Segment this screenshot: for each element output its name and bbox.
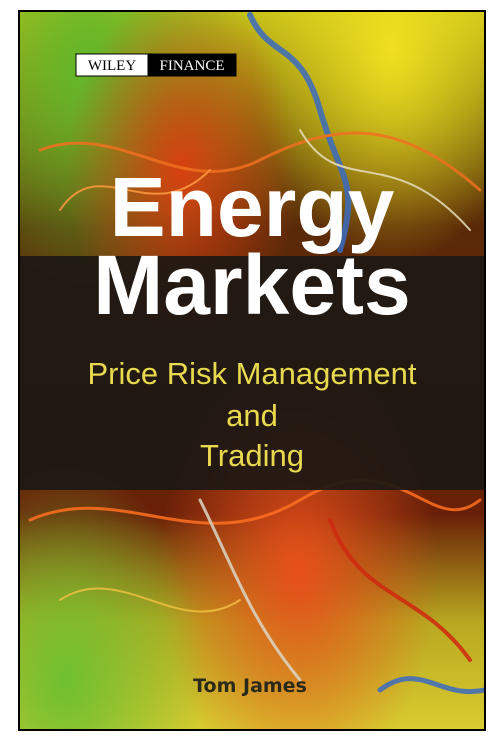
subtitle-line: and <box>226 398 278 433</box>
page: WILEY FINANCE Energy Markets Price Risk … <box>0 0 499 740</box>
book-cover: WILEY FINANCE Energy Markets Price Risk … <box>0 0 499 740</box>
subtitle-line: Trading <box>200 438 304 473</box>
author: Tom James <box>193 675 307 697</box>
series: FINANCE <box>159 58 224 74</box>
title-line: Markets <box>93 238 411 332</box>
subtitle-line: Price Risk Management <box>87 356 416 391</box>
imprint: WILEY <box>88 58 136 74</box>
